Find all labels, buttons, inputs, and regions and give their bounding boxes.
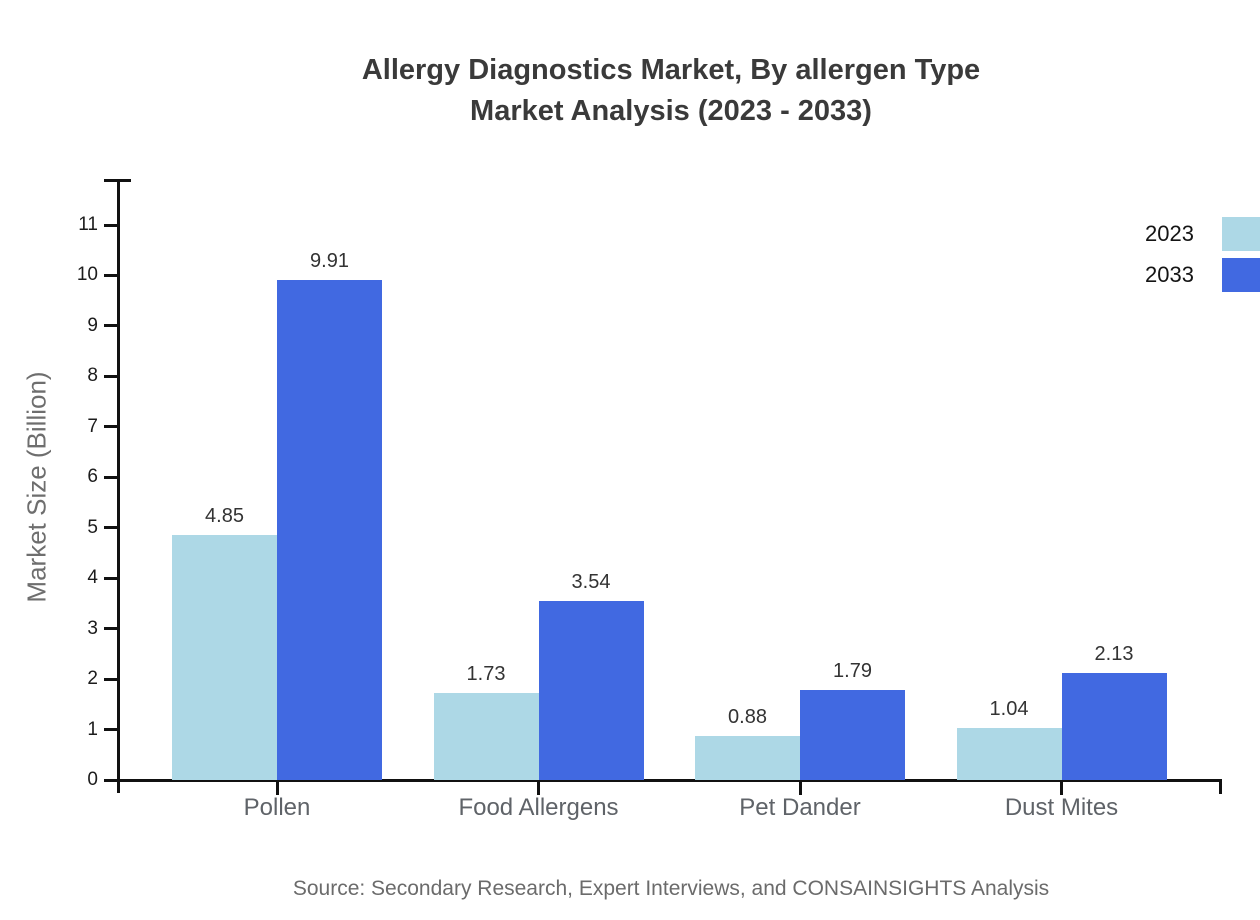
y-tick	[104, 475, 118, 479]
value-label: 1.04	[989, 697, 1029, 720]
bar-2023-pollen	[172, 535, 277, 780]
x-tick	[798, 780, 802, 795]
x-tick	[537, 780, 540, 795]
y-tick	[104, 778, 118, 782]
y-tick-label: 8	[87, 365, 98, 387]
y-tick-label: 2	[87, 668, 98, 690]
legend-label-2023: 2023	[1145, 221, 1194, 246]
y-tick	[104, 324, 118, 328]
x-category-label: Pet Dander	[739, 794, 861, 821]
value-label: 9.91	[310, 249, 349, 272]
y-tick-label: 1	[87, 718, 98, 740]
y-tick	[104, 627, 118, 631]
y-tick-label: 6	[87, 466, 98, 488]
y-axis-end-cap	[104, 179, 131, 182]
source-note: Source: Secondary Research, Expert Inter…	[292, 877, 1050, 900]
y-tick-label: 9	[87, 314, 98, 336]
chart-title-line2: Market Analysis (2023 - 2033)	[470, 95, 872, 127]
legend-swatch-2023	[1222, 217, 1260, 251]
value-label: 2.13	[1094, 642, 1134, 665]
legend-swatch-2033	[1222, 258, 1260, 292]
y-tick	[104, 728, 118, 732]
y-axis-line	[117, 180, 120, 793]
x-tick	[275, 780, 279, 795]
bar-2023-pet-dander	[695, 735, 800, 780]
x-axis-end-cap	[1219, 779, 1222, 794]
value-label: 1.79	[833, 659, 872, 682]
bar-2033-pet-dander	[800, 689, 905, 780]
bar-2033-dust-mites	[1061, 672, 1167, 780]
legend: 2023 2033	[1145, 217, 1260, 299]
x-tick	[1060, 780, 1063, 795]
y-tick-label: 11	[78, 214, 98, 235]
value-label: 3.54	[571, 571, 611, 594]
y-tick-label: 5	[87, 516, 98, 538]
y-tick	[104, 576, 118, 580]
y-tick-label: 4	[87, 567, 98, 589]
x-category-label: Dust Mites	[1004, 794, 1119, 821]
y-tick-label: 7	[87, 415, 98, 437]
y-tick-label: 3	[87, 617, 98, 639]
legend-item-2023: 2023	[1145, 217, 1260, 251]
value-label: 0.88	[728, 705, 767, 728]
x-category-label: Pollen	[243, 794, 311, 821]
bar-2023-dust-mites	[956, 727, 1062, 780]
y-tick	[104, 425, 118, 429]
legend-label-2033: 2033	[1145, 262, 1194, 287]
x-axis-line	[117, 779, 1222, 782]
y-tick	[104, 677, 118, 681]
value-label: 1.73	[466, 662, 506, 685]
value-label: 4.85	[205, 505, 244, 528]
y-tick-label: 0	[87, 769, 98, 790]
y-tick-label: 10	[76, 264, 98, 286]
y-tick	[104, 273, 118, 277]
y-tick	[104, 526, 118, 530]
y-tick	[104, 374, 118, 378]
bar-2033-food-allergens	[538, 601, 644, 780]
legend-item-2033: 2033	[1145, 258, 1260, 292]
chart-title: Allergy Diagnostics Market, By allergen …	[120, 50, 1222, 132]
bar-2033-pollen	[277, 279, 382, 780]
bar-2023-food-allergens	[433, 692, 539, 780]
x-category-label: Food Allergens	[458, 794, 619, 821]
chart-title-line1: Allergy Diagnostics Market, By allergen …	[361, 54, 981, 86]
y-tick	[104, 223, 118, 227]
